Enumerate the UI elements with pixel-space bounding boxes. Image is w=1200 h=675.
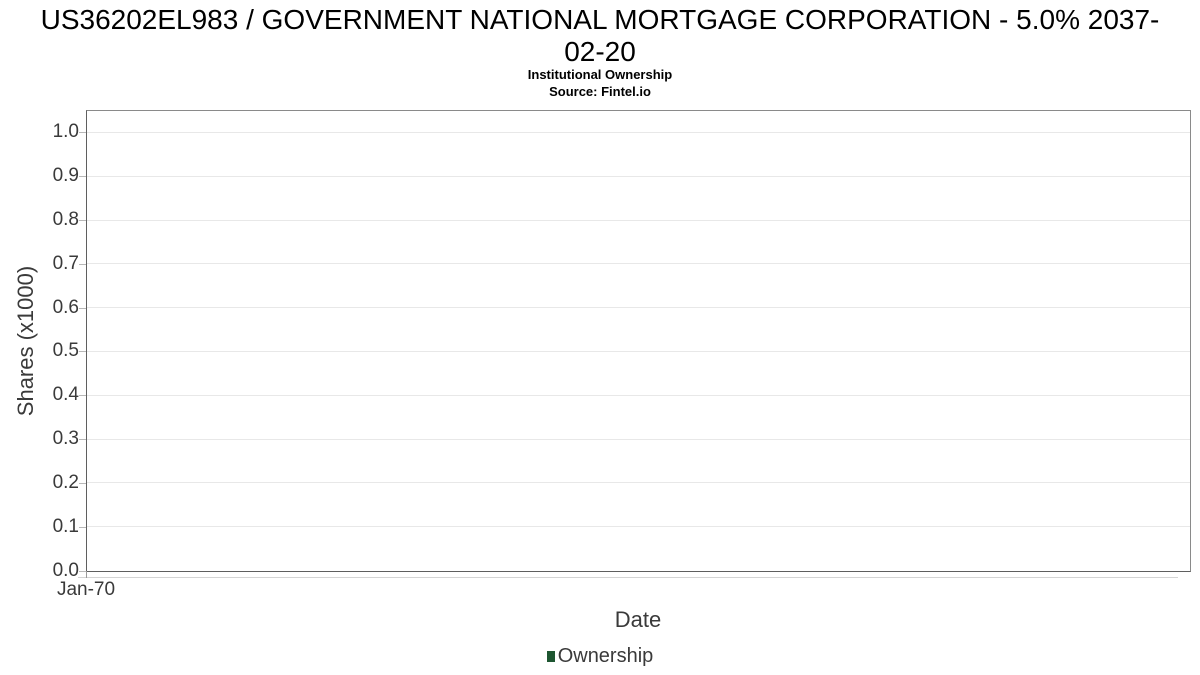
y-tick-label: 0.2 bbox=[52, 472, 79, 494]
chart-legend: Ownership bbox=[0, 645, 1200, 668]
y-axis-title-text: Shares (x1000) bbox=[13, 265, 39, 416]
x-axis-outer-line bbox=[78, 577, 1178, 578]
y-tick-mark bbox=[79, 571, 86, 572]
gridline bbox=[87, 438, 1190, 440]
x-axis-title: Date bbox=[614, 607, 662, 632]
y-axis-tick-marks bbox=[79, 110, 86, 572]
legend-label: Ownership bbox=[557, 645, 654, 667]
y-tick-mark bbox=[79, 175, 86, 177]
chart-title-line1: US36202EL983 / GOVERNMENT NATIONAL MORTG… bbox=[40, 4, 1160, 35]
y-tick-label: 0.4 bbox=[52, 384, 79, 406]
gridline bbox=[87, 482, 1190, 484]
y-tick-mark bbox=[79, 307, 86, 309]
chart-source: Source: Fintel.io bbox=[549, 84, 651, 99]
chart-title-line2: 02-20 bbox=[564, 36, 636, 67]
y-tick-mark bbox=[79, 439, 86, 441]
y-axis-tick-labels: 0.0 0.1 0.2 0.3 0.4 0.5 0.6 0.7 0.8 0.9 1.0 bbox=[0, 110, 79, 580]
y-tick-label: 0.7 bbox=[52, 252, 79, 274]
gridline bbox=[87, 394, 1190, 396]
y-tick-label: 0.6 bbox=[52, 296, 79, 318]
gridline bbox=[87, 219, 1190, 221]
gridline bbox=[87, 175, 1190, 177]
y-tick-label: 0.5 bbox=[52, 340, 79, 362]
y-tick-mark bbox=[79, 395, 86, 397]
x-axis-tick-mark bbox=[86, 571, 87, 578]
gridline bbox=[87, 350, 1190, 352]
legend-item: Ownership bbox=[546, 645, 654, 668]
chart-subtitle: Institutional Ownership bbox=[527, 67, 673, 82]
gridline bbox=[87, 131, 1190, 133]
y-tick-mark bbox=[79, 351, 86, 353]
y-tick-label: 0.3 bbox=[52, 428, 79, 450]
legend-marker-icon bbox=[546, 651, 555, 662]
gridline bbox=[87, 526, 1190, 528]
chart-title: US36202EL983 / GOVERNMENT NATIONAL MORTG… bbox=[0, 4, 1200, 68]
y-tick-label: 0.8 bbox=[52, 208, 79, 230]
y-tick-label: 1.0 bbox=[52, 120, 79, 142]
y-tick-label: 0.9 bbox=[52, 164, 79, 186]
plot-area bbox=[86, 110, 1191, 572]
y-tick-label: 0.0 bbox=[52, 560, 79, 581]
y-tick-mark bbox=[79, 131, 86, 133]
y-axis-title: Shares (x1000) bbox=[12, 110, 40, 571]
x-tick-label: Jan-70 bbox=[56, 579, 116, 600]
y-tick-mark bbox=[79, 263, 86, 265]
y-tick-mark bbox=[79, 483, 86, 485]
y-tick-mark bbox=[79, 219, 86, 221]
gridline bbox=[87, 307, 1190, 309]
y-tick-label: 0.1 bbox=[52, 516, 79, 538]
y-tick-mark bbox=[79, 527, 86, 529]
gridline bbox=[87, 263, 1190, 265]
x-axis-tick-labels: Jan-70 bbox=[57, 579, 1190, 601]
